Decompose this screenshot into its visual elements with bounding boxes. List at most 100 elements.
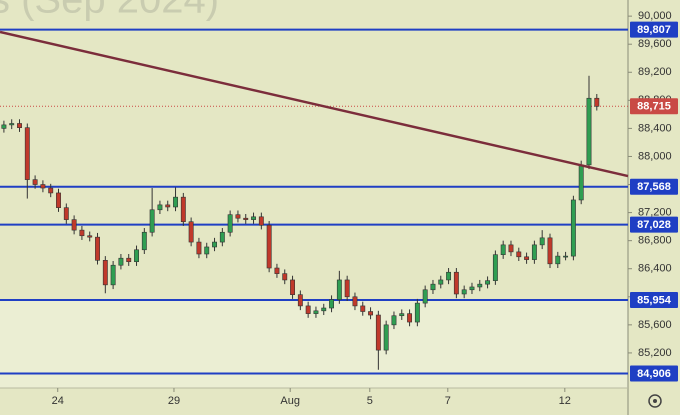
candle-body bbox=[48, 187, 54, 194]
candle-body bbox=[430, 283, 436, 291]
trendline bbox=[0, 30, 629, 178]
level-box bbox=[630, 21, 678, 38]
candle-body bbox=[180, 196, 186, 223]
candle-body bbox=[126, 257, 132, 263]
y-tick-label: 89,600 bbox=[638, 38, 672, 50]
candle-body bbox=[24, 127, 30, 180]
level-label: 87,568 bbox=[637, 181, 671, 193]
candle-body bbox=[321, 307, 327, 312]
candle-body bbox=[266, 224, 272, 269]
candle-body bbox=[188, 221, 194, 243]
candle-body bbox=[251, 216, 256, 220]
candle-body bbox=[79, 229, 85, 237]
current-price-label: 88,715 bbox=[637, 101, 671, 113]
candle-body bbox=[95, 236, 100, 261]
x-tick-label: 7 bbox=[445, 395, 451, 407]
candle-body bbox=[399, 313, 405, 317]
candle-body bbox=[305, 305, 311, 314]
candle-body bbox=[360, 305, 366, 312]
x-tick-label: 29 bbox=[168, 395, 180, 407]
y-tick-label: 89,200 bbox=[638, 66, 672, 78]
candle-body bbox=[40, 184, 46, 189]
candle-body bbox=[282, 273, 288, 281]
candle-body bbox=[477, 283, 483, 288]
candle-body bbox=[63, 207, 69, 220]
candle-body bbox=[368, 311, 374, 316]
candle-body bbox=[446, 271, 452, 281]
candle-body bbox=[227, 214, 233, 233]
settings-ring[interactable] bbox=[648, 394, 662, 408]
candle-body bbox=[383, 324, 389, 351]
candle-body bbox=[531, 244, 537, 260]
candle-body bbox=[87, 235, 93, 238]
candle-body bbox=[118, 257, 124, 266]
candle-body bbox=[219, 231, 225, 243]
candle-body bbox=[453, 271, 459, 295]
y-tick-label: 85,600 bbox=[638, 319, 672, 331]
candle-body bbox=[110, 264, 116, 286]
candle-body bbox=[290, 279, 295, 295]
settings-dot[interactable] bbox=[653, 399, 657, 403]
candle-body bbox=[173, 196, 178, 208]
candle-body bbox=[461, 289, 467, 295]
y-tick-label: 86,800 bbox=[638, 235, 672, 247]
candle-body bbox=[524, 256, 530, 260]
y-tick-label: 85,200 bbox=[638, 347, 672, 359]
candle-body bbox=[204, 246, 210, 255]
candle-body bbox=[414, 302, 420, 323]
candle-body bbox=[32, 179, 38, 185]
level-label: 85,954 bbox=[637, 294, 672, 306]
candle-body bbox=[102, 260, 108, 286]
candle-body bbox=[375, 314, 381, 351]
watermark-title: s (Sep 2024) bbox=[0, 0, 219, 22]
candle-body bbox=[344, 279, 350, 298]
candle-body bbox=[56, 192, 61, 208]
candle-body bbox=[352, 296, 358, 307]
candle-body bbox=[235, 214, 241, 219]
x-tick-label: 5 bbox=[367, 395, 373, 407]
candle-body bbox=[594, 97, 600, 107]
level-label: 84,906 bbox=[637, 368, 671, 380]
candle-body bbox=[555, 255, 561, 265]
y-tick-label: 87,200 bbox=[638, 206, 672, 218]
candle-body bbox=[212, 241, 217, 248]
candle-body bbox=[492, 254, 498, 281]
candle-body bbox=[71, 219, 77, 231]
settings-icon[interactable] bbox=[648, 394, 662, 408]
candle-body bbox=[329, 299, 334, 309]
candle-body bbox=[508, 244, 514, 253]
candle-body bbox=[149, 209, 155, 233]
candle-body bbox=[500, 244, 506, 255]
candle-body bbox=[243, 217, 249, 220]
x-tick-label: 24 bbox=[52, 395, 64, 407]
candle-body bbox=[422, 289, 428, 304]
candle-body bbox=[539, 237, 545, 246]
current-price-box bbox=[630, 98, 678, 115]
candle-body bbox=[438, 279, 444, 285]
candle-body bbox=[17, 123, 22, 128]
level-box bbox=[630, 365, 678, 382]
candle-body bbox=[485, 280, 491, 285]
candle-body bbox=[134, 249, 139, 263]
candle-body bbox=[1, 124, 7, 129]
candle-body bbox=[547, 237, 553, 265]
candle-body bbox=[391, 315, 397, 326]
candle-body bbox=[336, 279, 342, 300]
level-box bbox=[630, 178, 678, 195]
y-tick-label: 86,400 bbox=[638, 263, 672, 275]
level-label: 87,028 bbox=[637, 219, 671, 231]
candle-body bbox=[9, 123, 15, 126]
candle-body bbox=[196, 241, 202, 255]
candle-body bbox=[407, 313, 413, 323]
candle-body bbox=[274, 267, 280, 274]
candle-body bbox=[469, 286, 475, 291]
candle-body bbox=[563, 255, 569, 258]
candle-body bbox=[165, 204, 171, 208]
candle-body bbox=[157, 204, 163, 211]
y-tick-label: 90,000 bbox=[638, 10, 672, 22]
candle-body bbox=[258, 216, 264, 226]
candle-body bbox=[297, 294, 303, 307]
x-tick-label: 12 bbox=[559, 395, 571, 407]
